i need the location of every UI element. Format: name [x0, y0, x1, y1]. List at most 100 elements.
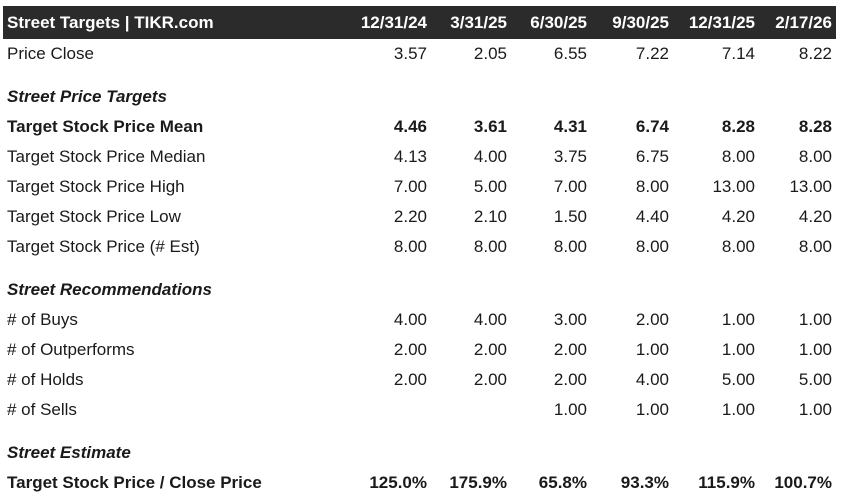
cell-value: 2.20 [393, 207, 427, 226]
cell-value: 2.10 [473, 207, 507, 226]
cell-value: 8.00 [798, 237, 832, 256]
cell-value: 1.00 [798, 340, 832, 359]
cell-value [343, 395, 431, 425]
row-label: # of Sells [7, 400, 77, 419]
cell-value: 2.00 [393, 340, 427, 359]
cell-value: 1.00 [721, 400, 755, 419]
row-label: Target Stock Price Median [7, 147, 206, 166]
cell-value: 2.00 [473, 370, 507, 389]
table-row: Target Stock Price Mean 4.46 3.61 4.31 6… [3, 112, 836, 142]
row-label: Target Stock Price High [7, 177, 185, 196]
row-label: # of Outperforms [7, 340, 135, 359]
cell-value: 8.00 [798, 147, 832, 166]
table-row: Target Stock Price Low 2.20 2.10 1.50 4.… [3, 202, 836, 232]
cell-value: 5.00 [473, 177, 507, 196]
section-heading-estimate: Street Estimate [3, 438, 836, 468]
cell-value: 2.00 [553, 340, 587, 359]
cell-value: 4.00 [393, 310, 427, 329]
table-row: # of Buys 4.00 4.00 3.00 2.00 1.00 1.00 [3, 305, 836, 335]
section-heading-price-targets: Street Price Targets [3, 82, 836, 112]
cell-value: 8.00 [635, 237, 669, 256]
table-row: Target Stock Price (# Est) 8.00 8.00 8.0… [3, 232, 836, 262]
cell-value: 7.00 [553, 177, 587, 196]
row-label: Price Close [7, 44, 94, 63]
row-label: Target Stock Price Low [7, 207, 181, 226]
cell-value: 4.13 [393, 147, 427, 166]
cell-value: 1.00 [798, 310, 832, 329]
section-heading-recommendations: Street Recommendations [3, 275, 836, 305]
cell-value: 8.28 [798, 117, 832, 136]
cell-value: 4.00 [473, 310, 507, 329]
table-row: # of Holds 2.00 2.00 2.00 4.00 5.00 5.00 [3, 365, 836, 395]
cell-value: 5.00 [721, 370, 755, 389]
cell-value: 4.31 [553, 117, 587, 136]
cell-value: 1.50 [553, 207, 587, 226]
section-label: Street Estimate [7, 443, 131, 462]
cell-value: 1.00 [721, 310, 755, 329]
cell-value: 4.40 [635, 207, 669, 226]
date-header: 12/31/24 [360, 12, 427, 32]
cell-value: 115.9% [698, 473, 755, 492]
section-label: Street Recommendations [7, 280, 212, 299]
cell-value [431, 395, 511, 425]
cell-value: 7.22 [635, 44, 669, 63]
cell-value: 8.22 [798, 44, 832, 63]
street-targets-table: Street Targets | TIKR.com 12/31/24 3/31/… [3, 6, 836, 498]
cell-value: 100.7% [774, 473, 832, 492]
cell-value: 8.00 [393, 237, 427, 256]
date-header: 2/17/26 [775, 12, 832, 32]
cell-value: 6.55 [553, 44, 587, 63]
cell-value: 7.14 [721, 44, 755, 63]
cell-value: 2.00 [473, 340, 507, 359]
cell-value: 13.00 [712, 177, 755, 196]
cell-value: 175.9% [449, 473, 507, 492]
row-label: Target Stock Price Mean [7, 117, 204, 136]
cell-value: 125.0% [369, 473, 427, 492]
row-label: # of Buys [7, 310, 78, 329]
cell-value: 2.00 [635, 310, 669, 329]
price-close-row: Price Close 3.57 2.05 6.55 7.22 7.14 8.2… [3, 39, 836, 69]
cell-value: 6.74 [635, 117, 669, 136]
cell-value: 3.75 [553, 147, 587, 166]
table-header-row: Street Targets | TIKR.com 12/31/24 3/31/… [3, 6, 836, 39]
cell-value: 4.20 [721, 207, 755, 226]
cell-value: 4.20 [798, 207, 832, 226]
cell-value: 8.00 [635, 177, 669, 196]
table-row: # of Outperforms 2.00 2.00 2.00 1.00 1.0… [3, 335, 836, 365]
cell-value: 4.00 [635, 370, 669, 389]
cell-value: 1.00 [798, 400, 832, 419]
cell-value: 3.61 [473, 117, 507, 136]
cell-value: 8.00 [721, 147, 755, 166]
cell-value: 4.00 [473, 147, 507, 166]
cell-value: 8.28 [721, 117, 755, 136]
cell-value: 13.00 [789, 177, 832, 196]
date-header: 3/31/25 [450, 12, 507, 32]
cell-value: 1.00 [635, 400, 669, 419]
cell-value: 8.00 [721, 237, 755, 256]
cell-value: 7.00 [393, 177, 427, 196]
cell-value: 1.00 [635, 340, 669, 359]
cell-value: 4.46 [393, 117, 427, 136]
cell-value: 65.8% [538, 473, 587, 492]
date-header: 12/31/25 [688, 12, 755, 32]
table-title: Street Targets | TIKR.com [7, 12, 214, 32]
cell-value: 5.00 [798, 370, 832, 389]
cell-value: 2.05 [473, 44, 507, 63]
cell-value: 2.00 [553, 370, 587, 389]
cell-value: 2.00 [393, 370, 427, 389]
table-row: Target Stock Price High 7.00 5.00 7.00 8… [3, 172, 836, 202]
cell-value: 8.00 [473, 237, 507, 256]
row-label: Target Stock Price (# Est) [7, 237, 200, 256]
cell-value: 3.57 [393, 44, 427, 63]
cell-value: 93.3% [620, 473, 669, 492]
cell-value: 1.00 [721, 340, 755, 359]
table-row: # of Sells 1.00 1.00 1.00 1.00 [3, 395, 836, 425]
cell-value: 6.75 [635, 147, 669, 166]
row-label: Target Stock Price / Close Price [7, 473, 262, 492]
section-label: Street Price Targets [7, 87, 167, 106]
date-header: 6/30/25 [530, 12, 587, 32]
date-header: 9/30/25 [612, 12, 669, 32]
cell-value: 8.00 [553, 237, 587, 256]
table-row: Target Stock Price / Close Price 125.0% … [3, 468, 836, 498]
cell-value: 3.00 [553, 310, 587, 329]
